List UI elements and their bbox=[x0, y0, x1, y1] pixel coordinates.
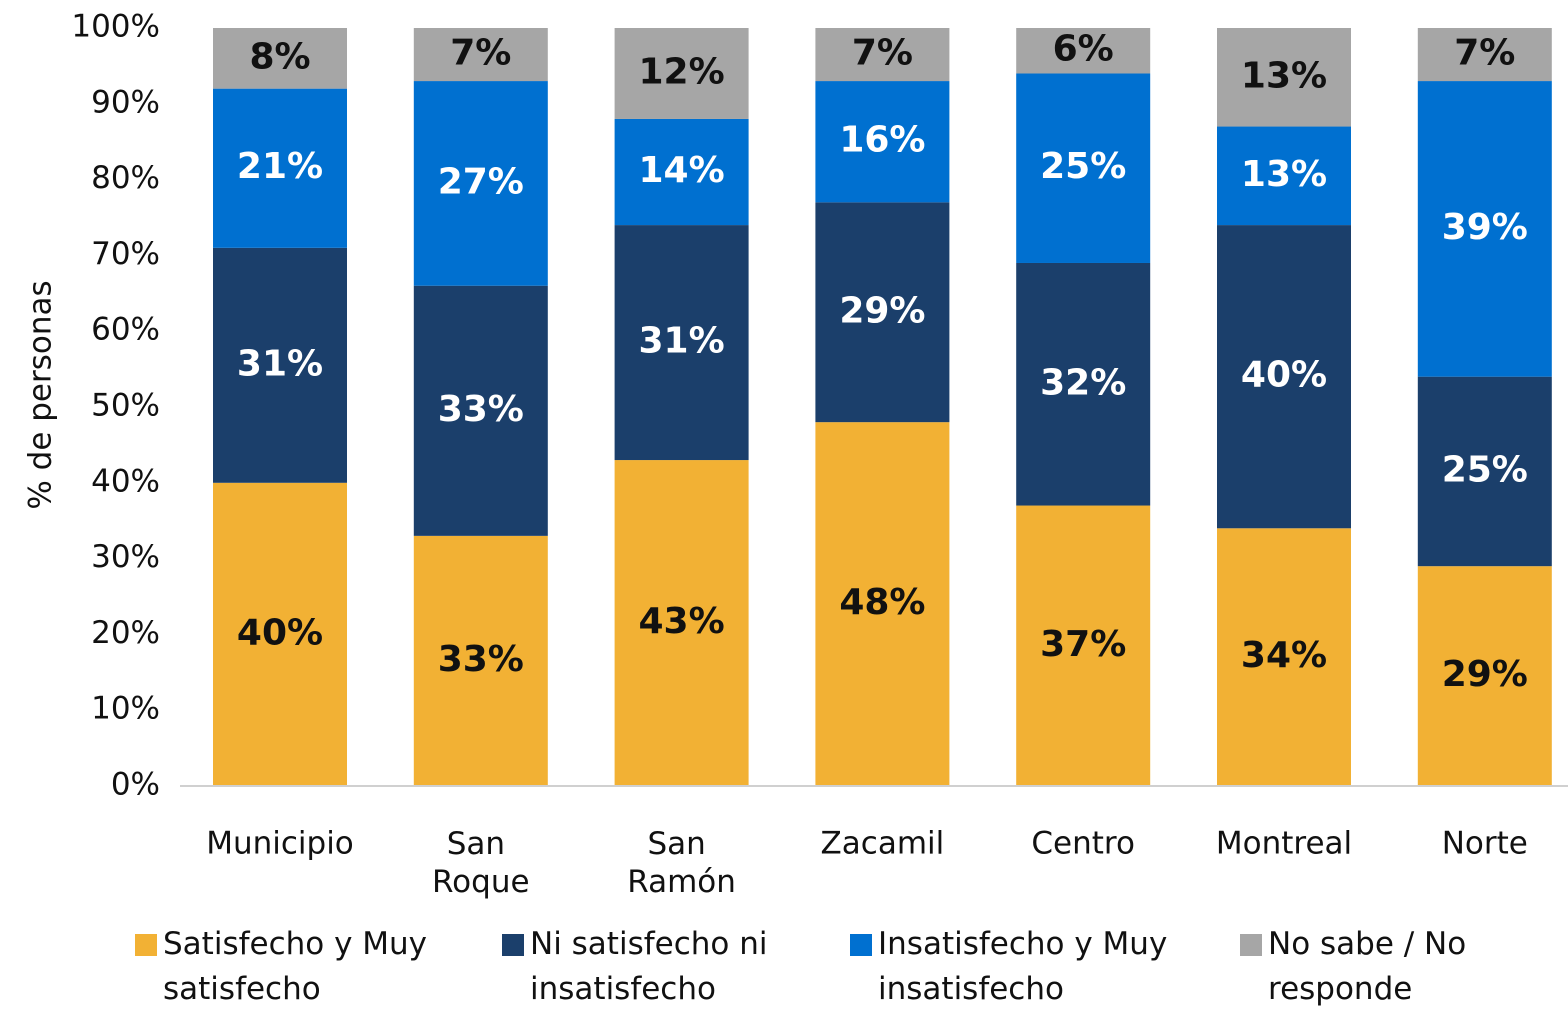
y-tick-label: 60% bbox=[91, 312, 160, 348]
y-tick-label: 70% bbox=[91, 236, 160, 272]
bar-segment bbox=[1016, 505, 1151, 786]
bar-segment bbox=[1417, 376, 1552, 567]
bar-segment bbox=[1016, 28, 1151, 74]
data-label: 7% bbox=[1454, 33, 1515, 74]
x-tick-line: Ramón bbox=[627, 864, 736, 900]
data-label: 29% bbox=[839, 290, 925, 331]
bar-segment bbox=[1016, 73, 1151, 263]
legend-swatch bbox=[502, 934, 524, 956]
data-label: 6% bbox=[1053, 29, 1114, 70]
y-tick-label: 80% bbox=[91, 160, 160, 196]
data-label: 7% bbox=[852, 33, 913, 74]
x-tick-label: Centro bbox=[1031, 826, 1135, 862]
bar-segment bbox=[1016, 262, 1151, 506]
data-label: 13% bbox=[1241, 154, 1327, 195]
x-tick-label: Zacamil bbox=[821, 826, 945, 862]
data-label: 43% bbox=[639, 601, 725, 642]
y-tick-label: 100% bbox=[71, 9, 160, 45]
y-tick-label: 50% bbox=[91, 388, 160, 424]
bar-segment bbox=[614, 118, 749, 226]
data-label: 33% bbox=[438, 389, 524, 430]
bar-segment bbox=[413, 285, 548, 536]
data-label: 33% bbox=[438, 639, 524, 680]
x-tick-label: San Ramón bbox=[627, 826, 736, 900]
x-tick-label: Montreal bbox=[1216, 826, 1352, 862]
bar-segment bbox=[213, 482, 347, 786]
bar-segment bbox=[1417, 81, 1552, 377]
legend-label: Ni satisfecho ni insatisfecho bbox=[530, 926, 768, 1007]
y-tick-label: 90% bbox=[91, 84, 160, 120]
bar-segment bbox=[413, 28, 548, 82]
x-tick-line: San bbox=[648, 826, 716, 862]
legend-swatch bbox=[135, 934, 157, 956]
data-label: 40% bbox=[237, 612, 323, 653]
y-tick-label: 0% bbox=[111, 767, 160, 803]
bar-segment bbox=[213, 247, 347, 483]
y-tick-label: 20% bbox=[91, 615, 160, 651]
data-label: 40% bbox=[1241, 355, 1327, 396]
bar-segment bbox=[614, 225, 749, 461]
x-tick-line: San bbox=[447, 826, 515, 862]
legend-label: Satisfecho y Muy satisfecho bbox=[163, 926, 428, 1007]
legend-swatch bbox=[1240, 934, 1262, 956]
data-label: 7% bbox=[450, 33, 511, 74]
x-tick-label: San Roque bbox=[432, 826, 530, 900]
data-label: 25% bbox=[1040, 146, 1126, 187]
x-tick-label: Norte bbox=[1442, 826, 1528, 862]
data-label: 34% bbox=[1241, 635, 1327, 676]
data-label: 39% bbox=[1442, 207, 1528, 248]
legend-swatch bbox=[850, 934, 872, 956]
legend-item: Satisfecho y Muy satisfecho bbox=[135, 922, 455, 1010]
data-label: 37% bbox=[1040, 624, 1126, 665]
legend-label: Insatisfecho y Muy insatisfecho bbox=[878, 926, 1168, 1007]
bar-segment bbox=[614, 460, 749, 786]
data-label: 48% bbox=[839, 582, 925, 623]
bar-segment bbox=[815, 81, 950, 203]
bar-segment bbox=[614, 28, 749, 119]
y-tick-label: 40% bbox=[91, 463, 160, 499]
y-axis-title: % de personas bbox=[23, 280, 59, 509]
bar-segment bbox=[1217, 126, 1351, 226]
data-label: 8% bbox=[249, 36, 310, 77]
bar-segment bbox=[1217, 28, 1351, 127]
bar-segment bbox=[213, 28, 347, 89]
data-label: 16% bbox=[839, 120, 925, 161]
data-label: 21% bbox=[237, 146, 323, 187]
data-label: 27% bbox=[438, 161, 524, 202]
bar-segment bbox=[1217, 225, 1351, 529]
data-label: 25% bbox=[1442, 449, 1528, 490]
data-label: 13% bbox=[1241, 55, 1327, 96]
bar-segment bbox=[815, 28, 950, 82]
data-label: 31% bbox=[237, 343, 323, 384]
x-tick-line: Roque bbox=[432, 864, 530, 900]
bar-segment bbox=[213, 88, 347, 248]
bar-segment bbox=[1417, 28, 1552, 82]
data-label: 29% bbox=[1442, 654, 1528, 695]
legend-label: No sabe / No responde bbox=[1268, 926, 1467, 1007]
data-label: 31% bbox=[639, 321, 725, 362]
x-tick-label: Municipio bbox=[206, 826, 354, 862]
legend-item: Ni satisfecho ni insatisfecho bbox=[502, 922, 802, 1010]
bar-segment bbox=[413, 81, 548, 286]
bar-segment bbox=[1217, 528, 1351, 786]
legend-item: Insatisfecho y Muy insatisfecho bbox=[850, 922, 1200, 1010]
y-tick-label: 10% bbox=[91, 691, 160, 727]
data-label: 12% bbox=[639, 51, 725, 92]
y-tick-label: 30% bbox=[91, 539, 160, 575]
legend-item: No sabe / No responde bbox=[1240, 922, 1530, 1010]
data-label: 32% bbox=[1040, 362, 1126, 403]
bar-segment bbox=[815, 202, 950, 423]
bar-segment bbox=[413, 535, 548, 786]
bar-segment bbox=[1417, 566, 1552, 786]
data-label: 14% bbox=[639, 150, 725, 191]
plot: % de personas 0% 10% 20% 30% 40% 50% 60% 70% 80%… bbox=[23, 9, 1568, 900]
bar-segment bbox=[815, 422, 950, 786]
